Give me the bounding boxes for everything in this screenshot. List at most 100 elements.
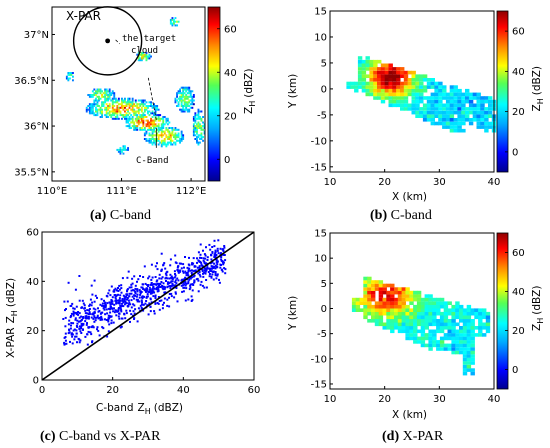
radar-cell <box>122 101 125 104</box>
radar-cell <box>359 301 364 305</box>
radar-cell <box>139 121 142 124</box>
radar-cell <box>108 92 111 95</box>
radar-cell <box>438 85 443 89</box>
radar-cell <box>102 101 105 104</box>
radar-cell <box>397 326 403 330</box>
scatter-point <box>105 308 108 311</box>
radar-cell <box>176 105 178 107</box>
scatter-point <box>113 290 116 293</box>
scatter-point <box>162 288 165 291</box>
scatter-point <box>180 284 183 287</box>
scatter-point <box>130 306 133 309</box>
scatter-point <box>84 312 87 315</box>
radar-cell <box>390 301 395 305</box>
scatter-point <box>116 310 119 313</box>
radar-cell <box>361 81 367 86</box>
radar-cell <box>148 121 151 124</box>
scatter-point <box>176 269 179 272</box>
radar-cell <box>363 304 368 309</box>
scatter-point <box>110 315 113 318</box>
scatter-point <box>193 281 196 284</box>
radar-cell <box>148 141 151 144</box>
scatter-point <box>208 275 211 278</box>
scatter-point <box>88 309 90 312</box>
radar-cell <box>357 56 363 60</box>
radar-cell <box>98 97 100 100</box>
radar-cell <box>397 311 403 316</box>
radar-cell <box>374 304 380 309</box>
scatter-point <box>75 305 78 308</box>
radar-cell <box>459 326 464 330</box>
radar-cell <box>420 319 426 323</box>
scatter-point <box>160 277 163 280</box>
radar-cell <box>125 125 128 128</box>
scatter-point <box>155 288 158 291</box>
scatter-point <box>141 301 143 304</box>
radar-cell <box>478 326 483 330</box>
radar-cell <box>162 121 165 124</box>
scatter-point <box>83 304 86 307</box>
scatter-point <box>156 302 159 304</box>
scatter-point <box>216 247 219 250</box>
radar-cell <box>179 108 181 111</box>
radar-cell <box>107 106 110 109</box>
radar-cell <box>428 336 433 341</box>
scatter-point <box>202 275 205 278</box>
radar-cell <box>134 114 137 117</box>
radar-cell <box>390 290 395 295</box>
radar-cell <box>445 110 451 115</box>
scatter-point <box>101 326 104 329</box>
radar-cell <box>121 97 123 100</box>
radar-cell <box>426 110 432 115</box>
radar-cell <box>397 304 403 309</box>
radar-cell <box>147 105 149 107</box>
scatter-point <box>135 298 138 301</box>
scatter-point <box>155 280 158 283</box>
radar-cell <box>462 371 468 376</box>
radar-cell <box>400 81 405 86</box>
scatter-point <box>180 262 183 265</box>
radar-cell <box>148 101 151 104</box>
radar-cell <box>428 322 433 327</box>
radar-cell <box>411 96 416 100</box>
radar-cell <box>148 134 151 137</box>
radar-cell <box>394 315 399 320</box>
radar-cell <box>194 116 197 118</box>
radar-cell <box>140 55 143 58</box>
radar-cell <box>111 103 114 106</box>
radar-cell <box>145 51 148 54</box>
radar-cell <box>108 94 111 96</box>
radar-cell <box>394 304 399 309</box>
radar-cell <box>434 81 439 86</box>
radar-cell <box>117 103 120 106</box>
radar-cell <box>428 347 433 351</box>
scatter-point <box>121 299 124 302</box>
scatter-point <box>90 284 93 287</box>
scatter-point <box>152 286 155 289</box>
radar-cell <box>420 340 426 344</box>
scatter-point <box>222 250 225 253</box>
radar-cell <box>119 147 122 150</box>
radar-cell <box>466 304 472 309</box>
colorbar-tick-label: 0 <box>512 365 518 376</box>
radar-cell <box>162 141 165 144</box>
scatter-point <box>136 320 139 323</box>
radar-cell <box>400 74 405 78</box>
radar-cell <box>188 86 191 89</box>
radar-cell <box>148 123 151 126</box>
scatter-point <box>64 332 67 335</box>
radar-cell <box>462 364 468 369</box>
radar-cell <box>150 117 152 120</box>
radar-cell <box>361 88 367 93</box>
scatter-point <box>156 262 158 265</box>
radar-cell <box>122 116 125 118</box>
radar-cell <box>142 128 145 131</box>
radar-cell <box>108 114 111 117</box>
scatter-point <box>71 342 74 345</box>
radar-cell <box>147 123 149 126</box>
radar-cell <box>392 92 397 97</box>
scatter-point <box>188 267 191 270</box>
radar-cell <box>363 315 368 320</box>
scatter-point <box>222 263 225 266</box>
scatter-point <box>221 270 224 273</box>
